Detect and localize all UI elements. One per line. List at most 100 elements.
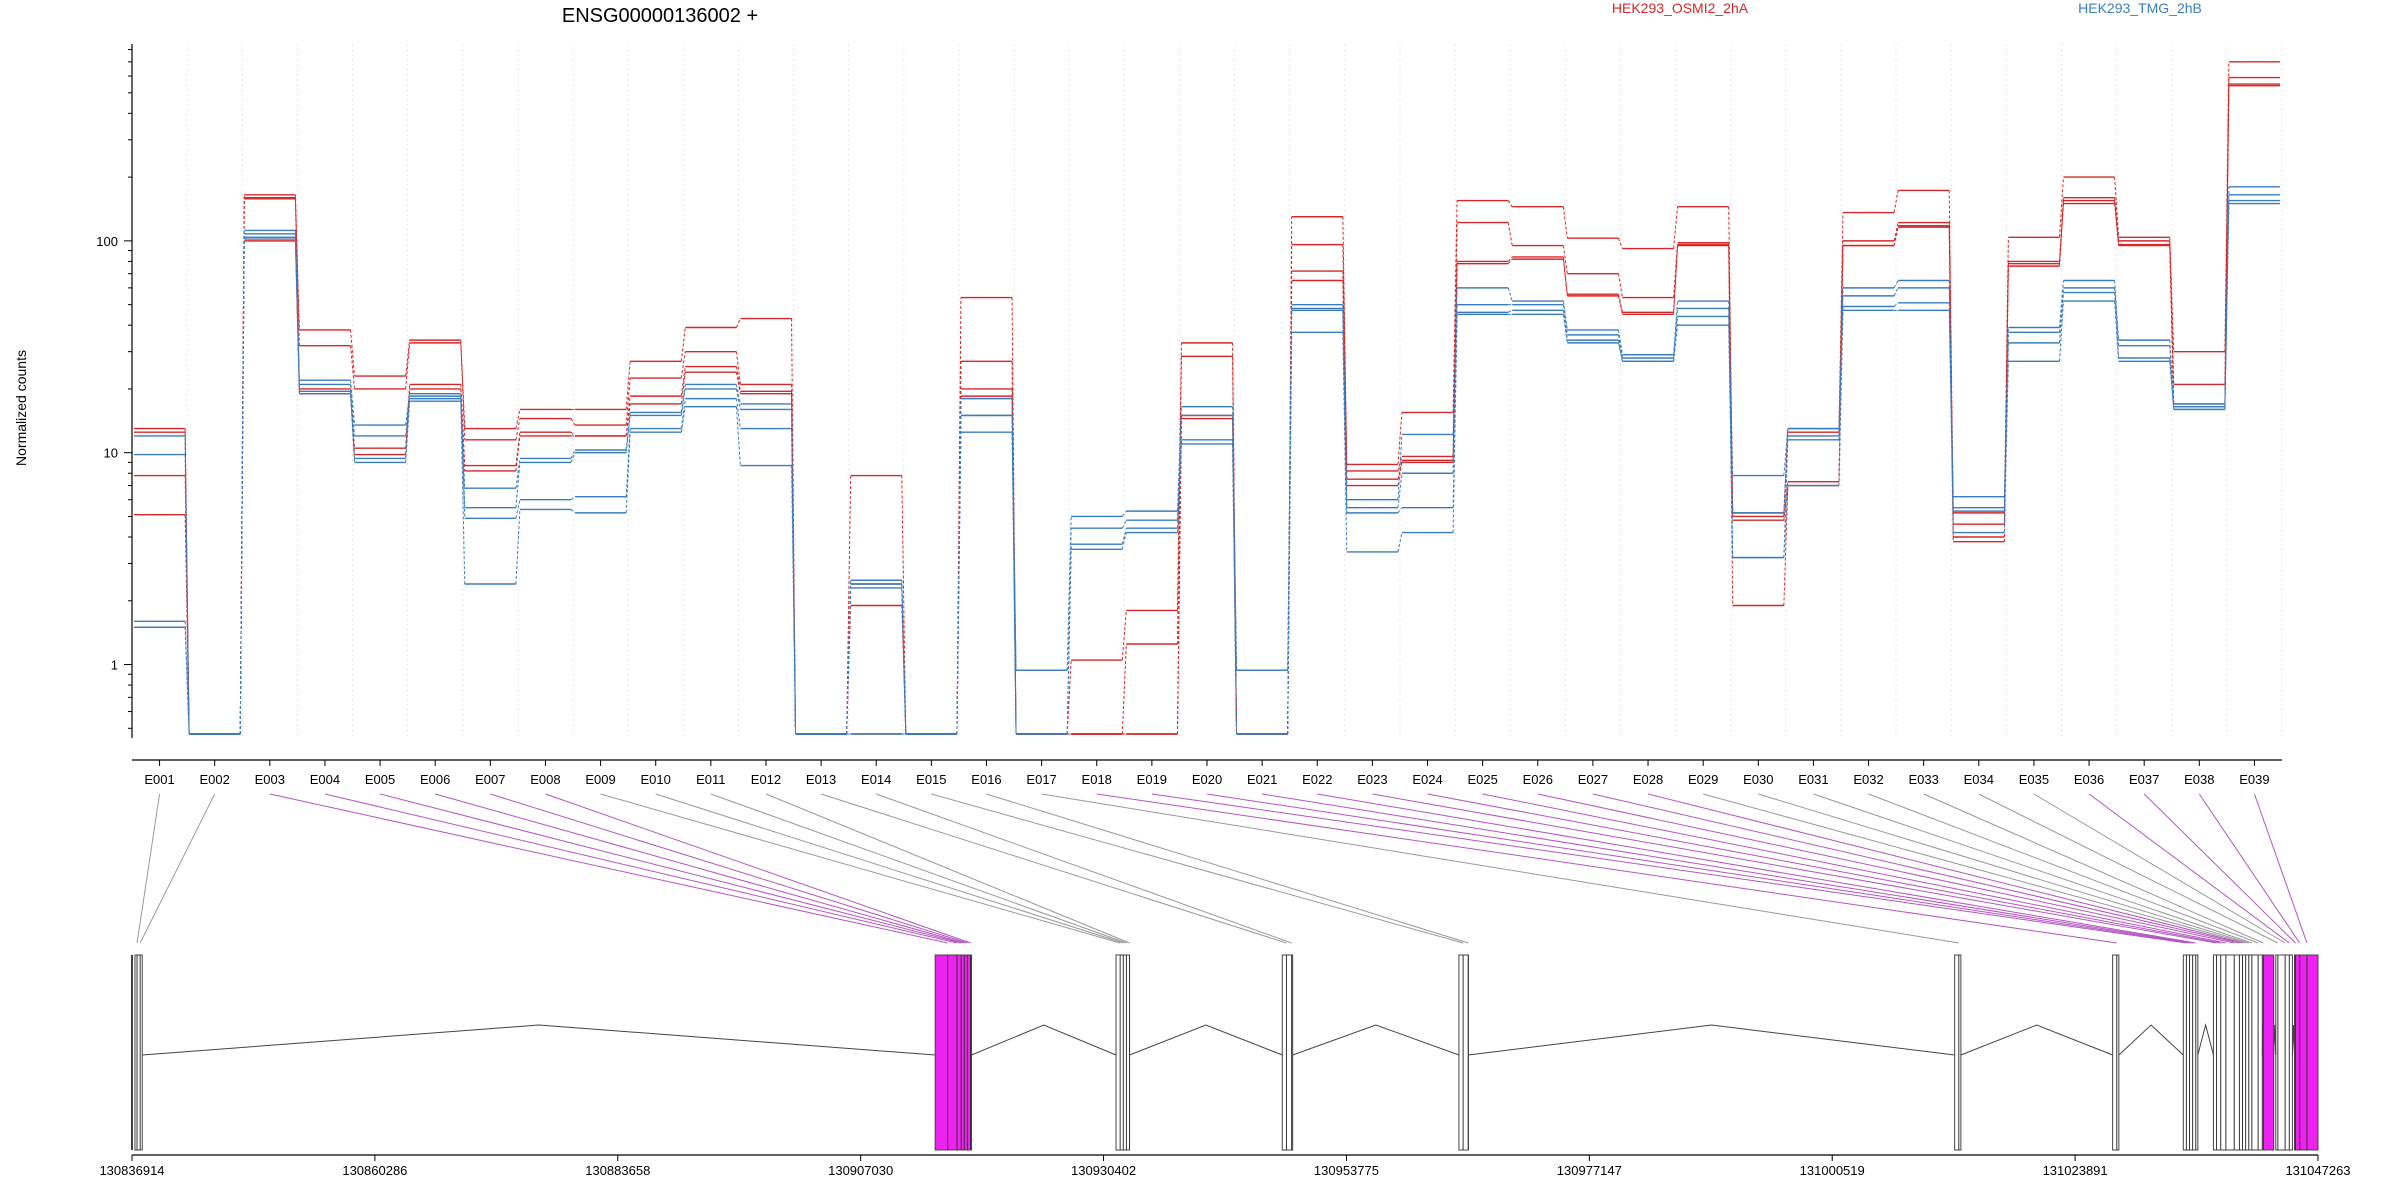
series-connector <box>184 454 190 735</box>
x-tick-label: E033 <box>1908 772 1938 787</box>
series-connector <box>1783 435 1789 513</box>
exon-block <box>1281 954 1294 1151</box>
x-tick-label: E016 <box>971 772 1001 787</box>
series-connector <box>1342 332 1348 552</box>
intron-line <box>2118 1024 2184 1056</box>
series-connector <box>1452 304 1458 474</box>
x-tick-label: E038 <box>2184 772 2214 787</box>
legend-entry-tmg: HEK293_TMG_2hB <box>2078 0 2202 16</box>
exon-block <box>1458 954 1469 1151</box>
coord-tick-label: 130860286 <box>342 1163 407 1178</box>
series-connector <box>2114 177 2120 238</box>
series-layer <box>134 61 2280 735</box>
exon-block <box>1115 954 1131 1151</box>
series-connector <box>1617 273 1623 298</box>
legend-entry-osmi2: HEK293_OSMI2_2hA <box>1612 0 1749 16</box>
x-tick-label: E020 <box>1192 772 1222 787</box>
connector-E007 <box>490 793 968 944</box>
series-connector <box>1728 325 1734 558</box>
exon-block <box>2112 954 2120 1151</box>
connector-E025 <box>1482 793 2226 944</box>
x-tick-label: E023 <box>1357 772 1387 787</box>
connector-E035 <box>2033 793 2286 944</box>
series-connector <box>2114 301 2120 362</box>
connector-E016 <box>986 793 1469 944</box>
series-connector <box>1397 507 1403 514</box>
series-connector <box>680 388 686 416</box>
coord-tick-label: 130836914 <box>99 1163 164 1178</box>
series-connector <box>1948 310 1954 533</box>
connector-E002 <box>139 793 216 944</box>
y-tick-label: 1 <box>111 658 118 673</box>
series-connector <box>184 627 190 735</box>
series-connector <box>1673 325 1679 362</box>
series-connector <box>1011 297 1017 735</box>
series-connector <box>405 342 411 389</box>
series-connector <box>1176 356 1182 645</box>
series-connector <box>1673 308 1679 359</box>
genomic-coordinate-axis: 130836914 130860286 130883658 130907030 1309… <box>99 1154 2351 1178</box>
series-connector <box>1066 549 1072 735</box>
connector-E015 <box>931 793 1464 944</box>
y-tick-label: 10 <box>104 446 118 461</box>
connector-E013 <box>820 793 1287 944</box>
series-connector <box>1783 485 1789 558</box>
series-connector <box>1562 304 1568 335</box>
series-connector <box>1287 332 1293 735</box>
series-connector <box>1232 415 1238 671</box>
series-connector <box>846 587 852 735</box>
coord-tick-label: 130953775 <box>1314 1163 1379 1178</box>
series-osmi2-2 <box>134 83 2280 735</box>
connector-E020 <box>1206 793 2190 944</box>
x-tick-label: E028 <box>1633 772 1663 787</box>
series-connector <box>1507 309 1513 313</box>
series-connector <box>1893 287 1899 297</box>
connector-E006 <box>435 793 965 944</box>
intron-line <box>2261 1024 2264 1056</box>
series-osmi2-0 <box>134 61 2280 735</box>
series-connector <box>1121 532 1127 550</box>
series-connector <box>735 384 741 404</box>
series-connector <box>1342 310 1348 513</box>
exon-block <box>934 954 973 1151</box>
series-connector <box>956 432 962 735</box>
series-connector <box>625 412 631 451</box>
x-tick-label: E005 <box>365 772 395 787</box>
connector-E023 <box>1372 793 2217 944</box>
series-connector <box>515 418 521 440</box>
series-connector <box>625 415 631 453</box>
series-connector <box>460 396 466 508</box>
x-tick-label: E002 <box>200 772 230 787</box>
series-connector <box>294 239 300 394</box>
series-connector <box>1011 432 1017 735</box>
coord-tick-label: 131047263 <box>2285 1163 2350 1178</box>
y-axis-label: Normalized counts <box>13 350 29 466</box>
coord-tick-label: 131000519 <box>1800 1163 1865 1178</box>
x-tick-label: E027 <box>1578 772 1608 787</box>
series-connector <box>1838 310 1844 486</box>
series-connector <box>515 462 521 508</box>
coord-tick-label: 130907030 <box>828 1163 893 1178</box>
series-connector <box>350 384 356 436</box>
x-tick-label: E007 <box>475 772 505 787</box>
connector-E010 <box>655 793 1124 944</box>
x-axis: E001 E002 E003 E004 E005 E006 E007 E008 E009 E010… <box>132 759 2282 787</box>
series-connector <box>2003 361 2009 533</box>
series-connector <box>1121 643 1127 735</box>
series-connector <box>1728 308 1734 513</box>
series-connector <box>1728 301 1734 476</box>
series-connector <box>1893 302 1899 307</box>
series-connector <box>625 428 631 497</box>
y-axis: 1 10 100 <box>96 44 133 738</box>
x-tick-label: E006 <box>420 772 450 787</box>
x-tick-label: E029 <box>1688 772 1718 787</box>
series-connector <box>570 496 576 501</box>
connector-E033 <box>1923 793 2264 944</box>
series-connector <box>1121 610 1127 661</box>
series-connector <box>1176 418 1182 735</box>
series-connector <box>901 587 907 735</box>
series-connector <box>2169 245 2175 407</box>
series-connector <box>1893 190 1899 213</box>
connector-E019 <box>1151 793 2187 944</box>
